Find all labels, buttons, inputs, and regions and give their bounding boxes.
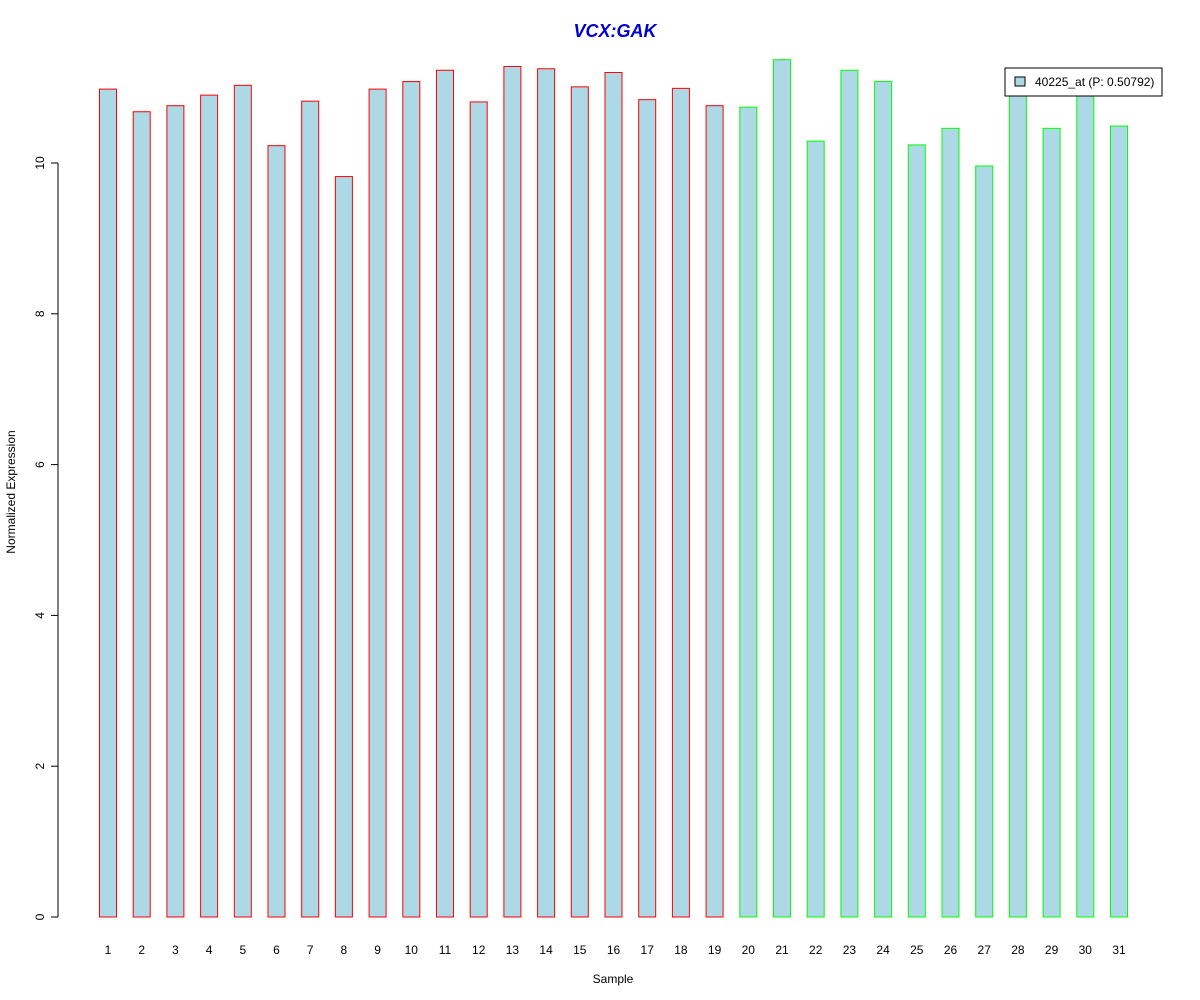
x-tick-label: 22 (809, 943, 823, 957)
x-tick-label: 10 (405, 943, 419, 957)
x-tick-label: 24 (876, 943, 890, 957)
x-tick-label: 21 (775, 943, 789, 957)
x-tick-label: 13 (506, 943, 520, 957)
bar-sample-21 (773, 59, 791, 918)
bar-sample-24 (874, 81, 893, 918)
x-tick-label: 14 (539, 943, 553, 957)
bar-sample-10 (402, 81, 421, 918)
bar-sample-27 (975, 165, 994, 918)
bar-sample-8 (334, 176, 353, 918)
y-tick-label: 8 (33, 310, 47, 317)
x-tick-label: 9 (374, 943, 381, 957)
x-tick-label: 27 (978, 943, 992, 957)
bar-sample-30 (1076, 87, 1095, 918)
y-tick-label: 0 (33, 913, 47, 920)
x-tick-label: 11 (439, 943, 452, 957)
y-tick-label: 6 (33, 461, 47, 468)
bar-sample-23 (840, 69, 859, 918)
y-axis-ticks: 0 2 4 6 8 10 (33, 156, 58, 920)
bar-sample-17 (638, 99, 657, 918)
bar-sample-20 (739, 106, 758, 918)
legend-swatch (1014, 76, 1026, 87)
bar-sample-16 (604, 72, 623, 918)
x-tick-label: 18 (674, 943, 688, 957)
x-tick-label: 31 (1112, 943, 1126, 957)
bar-sample-28 (1008, 87, 1027, 918)
x-tick-label: 6 (273, 943, 280, 957)
x-tick-label: 5 (239, 943, 246, 957)
x-tick-label: 19 (708, 943, 722, 957)
x-tick-label: 26 (944, 943, 958, 957)
x-tick-label: 7 (307, 943, 314, 957)
bar-sample-31 (1110, 125, 1128, 918)
x-tick-label: 1 (105, 943, 112, 957)
x-tick-label: 17 (641, 943, 655, 957)
x-tick-label: 25 (910, 943, 924, 957)
x-tick-label: 16 (607, 943, 621, 957)
x-tick-label: 12 (472, 943, 486, 957)
bar-sample-15 (570, 86, 589, 918)
bar-sample-1 (99, 88, 117, 918)
bar-sample-13 (503, 65, 522, 918)
legend-box (1004, 67, 1163, 97)
bar-sample-7 (301, 100, 320, 918)
bar-sample-25 (907, 144, 926, 918)
x-tick-label: 8 (341, 943, 348, 957)
bar-sample-6 (267, 145, 286, 918)
legend-label: 40225_at (P: 0.50792) (1035, 75, 1154, 89)
y-tick-label: 4 (33, 612, 47, 619)
x-tick-label: 30 (1079, 943, 1093, 957)
bars (99, 59, 1128, 918)
bar-sample-5 (233, 84, 252, 918)
bar-sample-29 (1042, 127, 1061, 918)
x-tick-label: 3 (172, 943, 179, 957)
x-tick-label: 4 (206, 943, 213, 957)
bar-sample-12 (469, 101, 488, 918)
bar-sample-22 (806, 140, 825, 918)
x-tick-label: 29 (1045, 943, 1059, 957)
bar-sample-14 (537, 68, 556, 918)
bar-sample-11 (436, 69, 454, 918)
bar-sample-4 (200, 94, 219, 918)
x-tick-label: 20 (742, 943, 756, 957)
bar-sample-26 (941, 127, 960, 918)
bar-sample-3 (166, 105, 185, 918)
x-axis-tick-labels: 1 2 3 4 5 6 7 8 9 10 11 12 13 14 15 16 17 18 19 20 21 22 23 24 2… (105, 943, 1126, 957)
legend: 40225_at (P: 0.50792) (1004, 67, 1163, 97)
y-tick-label: 2 (33, 763, 47, 770)
x-tick-label: 15 (573, 943, 587, 957)
y-tick-label: 10 (33, 156, 47, 170)
chart-title: VCX:GAK (573, 21, 658, 41)
x-tick-label: 28 (1011, 943, 1025, 957)
x-tick-label: 2 (138, 943, 145, 957)
bar-sample-19 (705, 105, 724, 918)
bar-sample-18 (671, 87, 690, 918)
bar-sample-2 (132, 111, 151, 918)
bar-sample-9 (368, 88, 387, 918)
x-tick-label: 23 (843, 943, 857, 957)
x-axis-label: Sample (593, 972, 634, 986)
y-axis-label: Normalized Expression (4, 430, 18, 553)
